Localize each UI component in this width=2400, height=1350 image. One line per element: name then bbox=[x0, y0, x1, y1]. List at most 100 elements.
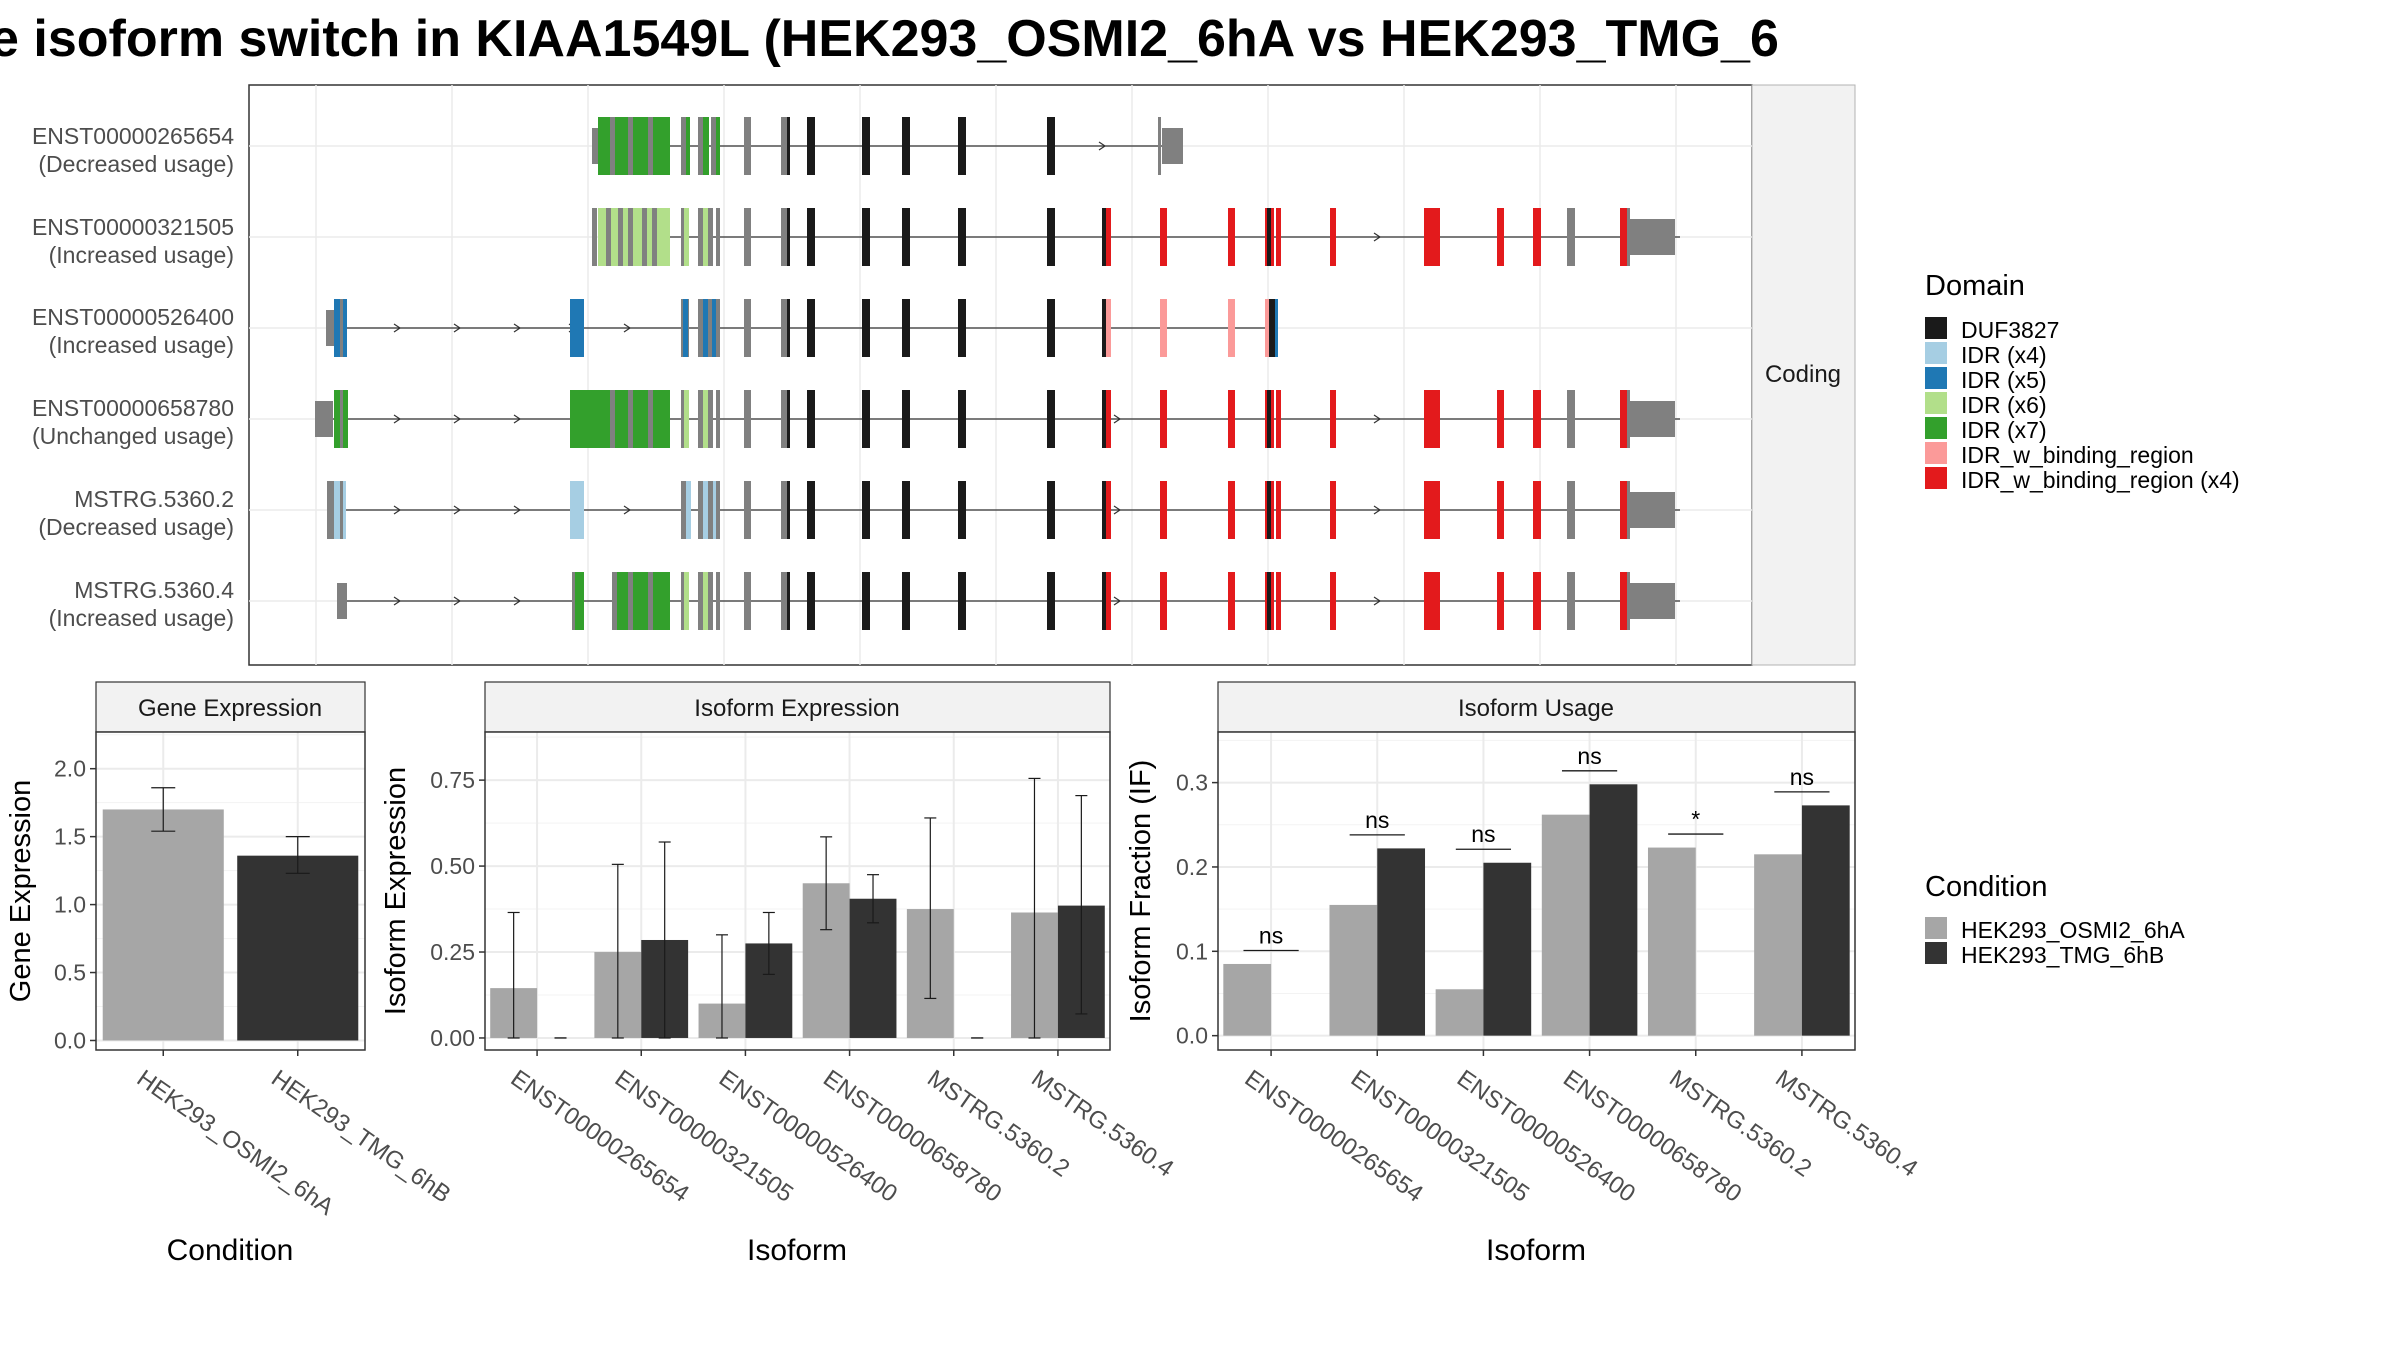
exon-block bbox=[862, 117, 870, 175]
x-tick-label: ENST00000321505 bbox=[610, 1065, 798, 1208]
strand-arrow bbox=[393, 323, 402, 333]
exon-block bbox=[807, 208, 815, 266]
exon-block bbox=[1620, 390, 1628, 448]
strand-arrow bbox=[623, 323, 632, 333]
strand-arrow bbox=[1373, 505, 1382, 515]
isoform-expression-strip-title: Isoform Expression bbox=[694, 695, 899, 722]
exon-block bbox=[598, 117, 670, 175]
exon-block bbox=[787, 572, 790, 630]
exon-block bbox=[572, 572, 575, 630]
exon-block bbox=[703, 299, 708, 357]
transcript-usage-enst00000265654: (Decreased usage) bbox=[38, 151, 234, 177]
exon-block bbox=[703, 390, 708, 448]
exon-block bbox=[807, 299, 815, 357]
exon-block bbox=[807, 390, 815, 448]
exon-block bbox=[781, 208, 789, 266]
significance-label: ns bbox=[1471, 821, 1495, 847]
exon-block bbox=[340, 481, 343, 539]
exon-block bbox=[1102, 208, 1106, 266]
exon-block bbox=[1330, 481, 1336, 539]
exon-block bbox=[958, 208, 966, 266]
domain-legend-key bbox=[1925, 342, 1947, 364]
isoform-usage-y-axis-title: Isoform Fraction (IF) bbox=[1125, 760, 1157, 1023]
exon-block bbox=[1276, 481, 1281, 539]
exon-block bbox=[902, 481, 910, 539]
exon-block bbox=[862, 299, 870, 357]
exon-block bbox=[1102, 572, 1106, 630]
transcript-usage-enst00000321505: (Increased usage) bbox=[49, 242, 234, 268]
exon-block bbox=[744, 117, 751, 175]
exon-block bbox=[1630, 583, 1675, 619]
exon-block bbox=[902, 299, 910, 357]
bar bbox=[1329, 904, 1378, 1036]
exon-block bbox=[807, 572, 815, 630]
x-tick-label: ENST00000658780 bbox=[1558, 1065, 1746, 1208]
exon-block bbox=[1047, 208, 1055, 266]
strand-arrow bbox=[623, 505, 632, 515]
condition-legend-key bbox=[1925, 942, 1947, 964]
exon-block bbox=[1047, 572, 1055, 630]
transcript-usage-enst00000658780: (Unchanged usage) bbox=[32, 423, 234, 449]
exon-block bbox=[958, 390, 966, 448]
exon-block bbox=[652, 208, 657, 266]
exon-block bbox=[1162, 128, 1183, 164]
transcript-row bbox=[327, 481, 1680, 539]
y-tick-label: 0.2 bbox=[1176, 854, 1208, 880]
exon-block bbox=[1630, 401, 1675, 437]
exon-block bbox=[1160, 481, 1167, 539]
y-tick-label: 0.5 bbox=[54, 960, 86, 986]
strand-arrow bbox=[393, 596, 402, 606]
domain-legend-label: IDR (x4) bbox=[1961, 342, 2047, 368]
condition-legend-item: HEK293_TMG_6hB bbox=[1925, 942, 2164, 968]
domain-legend-key bbox=[1925, 317, 1947, 339]
exon-block bbox=[787, 390, 790, 448]
isoform-usage-plot-border bbox=[1217, 731, 1856, 1051]
exon-block bbox=[711, 117, 716, 175]
isoform-usage-strip-title: Isoform Usage bbox=[1458, 695, 1614, 722]
exon-block bbox=[315, 401, 333, 437]
exon-block bbox=[698, 117, 703, 175]
exon-block bbox=[1424, 572, 1440, 630]
exon-block bbox=[1424, 208, 1440, 266]
transcript-usage-mstrg-5360-4: (Increased usage) bbox=[49, 605, 234, 631]
isoform-expression-x-axis-title: Isoform bbox=[747, 1234, 847, 1267]
domain-legend-label: IDR_w_binding_region bbox=[1961, 442, 2194, 468]
exon-block bbox=[698, 208, 703, 266]
exon-block bbox=[1158, 117, 1161, 175]
exon-block bbox=[612, 572, 617, 630]
exon-block bbox=[902, 208, 910, 266]
domain-legend-label: DUF3827 bbox=[1961, 317, 2059, 343]
bar bbox=[1435, 989, 1484, 1036]
condition-legend-title: Condition bbox=[1925, 871, 2048, 903]
exon-block bbox=[570, 481, 584, 539]
y-tick-label: 1.0 bbox=[54, 892, 86, 918]
y-tick-label: 0.50 bbox=[430, 853, 475, 879]
exon-block bbox=[1276, 390, 1281, 448]
exon-block bbox=[1160, 572, 1167, 630]
exon-block bbox=[703, 572, 708, 630]
exon-block bbox=[340, 299, 343, 357]
exon-block bbox=[958, 117, 966, 175]
exon-block bbox=[1047, 390, 1055, 448]
isoform-expression-panel: Isoform Expression 0.00 0.25 0.50 0.75 ENST0… bbox=[380, 681, 1179, 1267]
x-tick-label: ENST00000658780 bbox=[818, 1065, 1006, 1208]
exon-block bbox=[1047, 299, 1055, 357]
domain-legend-key bbox=[1925, 417, 1947, 439]
exon-block bbox=[1330, 390, 1336, 448]
exon-block bbox=[958, 481, 966, 539]
condition-legend-label: HEK293_TMG_6hB bbox=[1961, 942, 2164, 968]
exon-block bbox=[862, 390, 870, 448]
exon-block bbox=[716, 299, 720, 357]
domain-legend-item: IDR_w_binding_region (x4) bbox=[1925, 467, 2240, 493]
bar bbox=[1647, 847, 1696, 1036]
exon-block bbox=[1102, 299, 1111, 357]
exon-block bbox=[648, 572, 653, 630]
condition-legend-item: HEK293_OSMI2_6hA bbox=[1925, 917, 2185, 943]
significance-label: ns bbox=[1365, 807, 1389, 833]
exon-block bbox=[902, 572, 910, 630]
exon-block bbox=[716, 481, 720, 539]
exon-block bbox=[1102, 208, 1111, 266]
exon-block bbox=[708, 299, 713, 357]
transcript-row bbox=[592, 117, 1183, 175]
